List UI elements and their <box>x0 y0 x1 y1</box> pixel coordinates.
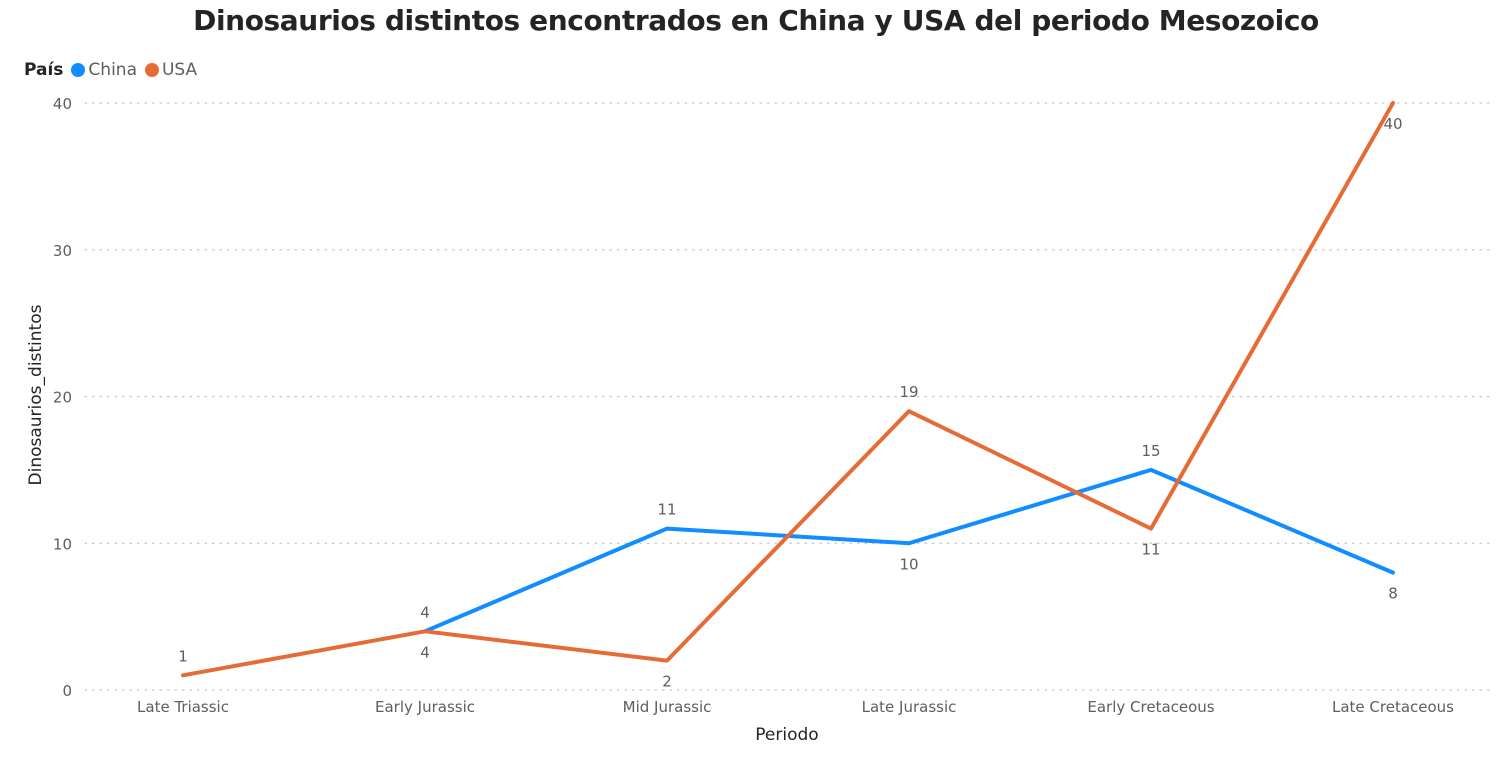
y-tick-label: 0 <box>62 682 72 700</box>
gridlines <box>84 102 1491 691</box>
x-tick-label: Mid Jurassic <box>623 698 712 716</box>
series-lines <box>181 101 1395 678</box>
legend-dot-usa <box>144 63 159 77</box>
y-tick-label: 40 <box>53 95 72 113</box>
legend-title: País <box>24 60 64 80</box>
chart-title: Dinosaurios distintos encontrados en Chi… <box>193 4 1319 37</box>
data-label-china: 10 <box>899 555 918 573</box>
y-tick-label: 10 <box>53 535 72 553</box>
data-label-usa: 4 <box>420 603 430 621</box>
x-tick-label: Early Jurassic <box>375 698 475 716</box>
y-tick-label: 30 <box>53 242 72 260</box>
data-label-usa: 1 <box>178 647 188 665</box>
x-axis-ticks: Late Triassic Early Jurassic Mid Jurassic L… <box>137 698 1454 716</box>
data-label-china: 11 <box>657 501 676 519</box>
legend-item-usa[interactable]: USA <box>144 60 198 80</box>
y-axis-title: Dinosaurios_distintos <box>26 304 46 485</box>
data-label-usa: 19 <box>899 383 918 401</box>
y-tick-label: 20 <box>53 389 72 407</box>
legend-label-usa: USA <box>161 60 198 80</box>
x-tick-label: Late Cretaceous <box>1332 698 1454 716</box>
legend-item-china[interactable]: China <box>71 60 137 80</box>
x-tick-label: Late Jurassic <box>862 698 957 716</box>
data-label-usa: 2 <box>662 673 672 691</box>
legend: País China USA <box>24 58 205 82</box>
data-label-usa: 11 <box>1141 541 1160 559</box>
y-axis-ticks: 0 10 20 30 40 <box>53 95 72 700</box>
legend-dot-china <box>71 63 86 77</box>
data-label-usa: 40 <box>1383 115 1402 133</box>
series-line-china[interactable] <box>423 467 1395 634</box>
x-tick-label: Late Triassic <box>137 698 229 716</box>
legend-label-china: China <box>88 60 137 80</box>
data-label-china: 4 <box>420 643 430 661</box>
data-label-china: 15 <box>1141 442 1160 460</box>
data-label-china: 8 <box>1388 585 1398 603</box>
x-axis-title: Periodo <box>755 725 818 745</box>
x-tick-label: Early Cretaceous <box>1087 698 1214 716</box>
series-line-usa[interactable] <box>181 101 1395 678</box>
data-labels: 4 11 10 15 8 1 4 2 19 11 40 <box>178 115 1402 691</box>
